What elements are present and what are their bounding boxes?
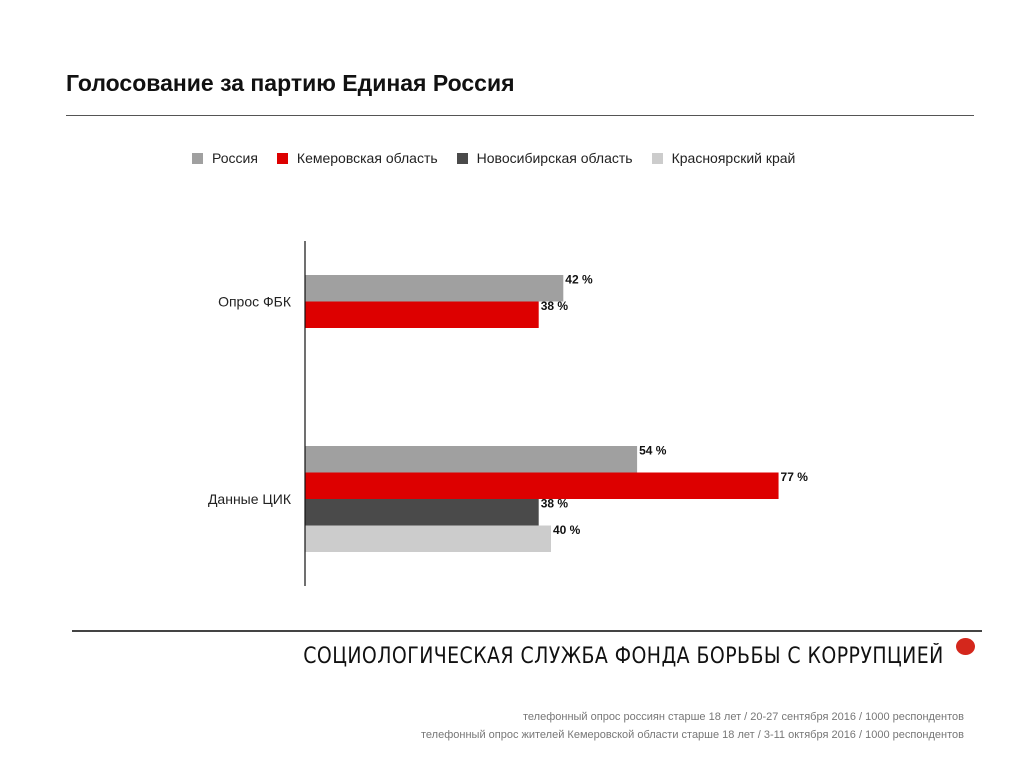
bar (305, 301, 539, 328)
footer-divider (72, 630, 982, 632)
data-label: 77 % (781, 470, 809, 484)
footnote-1: телефонный опрос россиян старше 18 лет /… (523, 711, 964, 723)
bar (305, 525, 551, 552)
bar-chart: Опрос ФБК 42 % 38 % Данные ЦИК 54 % 77 % 38 % 4… (208, 241, 809, 586)
bar (305, 446, 638, 473)
title-divider (66, 115, 974, 116)
legend-item: Новосибирская область (456, 150, 633, 166)
footnote-2: телефонный опрос жителей Кемеровской обл… (421, 729, 964, 741)
legend-swatch (651, 152, 663, 164)
brand-dot-icon (956, 638, 975, 655)
legend-item: Россия (192, 150, 258, 166)
data-label: 38 % (541, 299, 569, 313)
legend-label: Россия (212, 150, 258, 166)
data-label: 38 % (541, 496, 569, 510)
chart-title: Голосование за партию Единая Россия (66, 70, 515, 96)
data-label: 40 % (553, 523, 581, 537)
legend-label: Новосибирская область (476, 150, 633, 166)
data-label: 54 % (639, 443, 667, 457)
legend-swatch (192, 152, 203, 164)
legend-label: Красноярский край (671, 150, 796, 166)
category-label: Данные ЦИК (208, 491, 292, 507)
legend-swatch (276, 152, 288, 164)
legend-item: Красноярский край (651, 150, 796, 166)
data-label: 42 % (565, 272, 593, 286)
legend-label: Кемеровская область (296, 150, 438, 166)
brand-text: СОЦИОЛОГИЧЕСКАЯ СЛУЖБА ФОНДА БОРЬБЫ С КО… (303, 644, 944, 669)
category-label: Опрос ФБК (218, 294, 292, 310)
bar (305, 499, 539, 526)
legend-swatch (456, 152, 468, 164)
legend-item: Кемеровская область (276, 150, 438, 166)
legend: Россия Кемеровская область Новосибирская о… (192, 149, 814, 167)
bar (305, 275, 564, 302)
bar (305, 472, 779, 499)
